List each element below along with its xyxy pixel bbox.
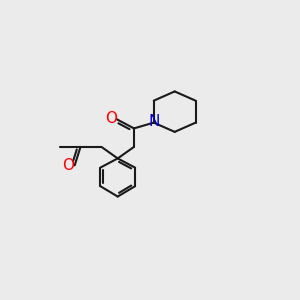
- Text: N: N: [148, 114, 159, 129]
- Text: O: O: [62, 158, 74, 173]
- Text: O: O: [105, 110, 117, 125]
